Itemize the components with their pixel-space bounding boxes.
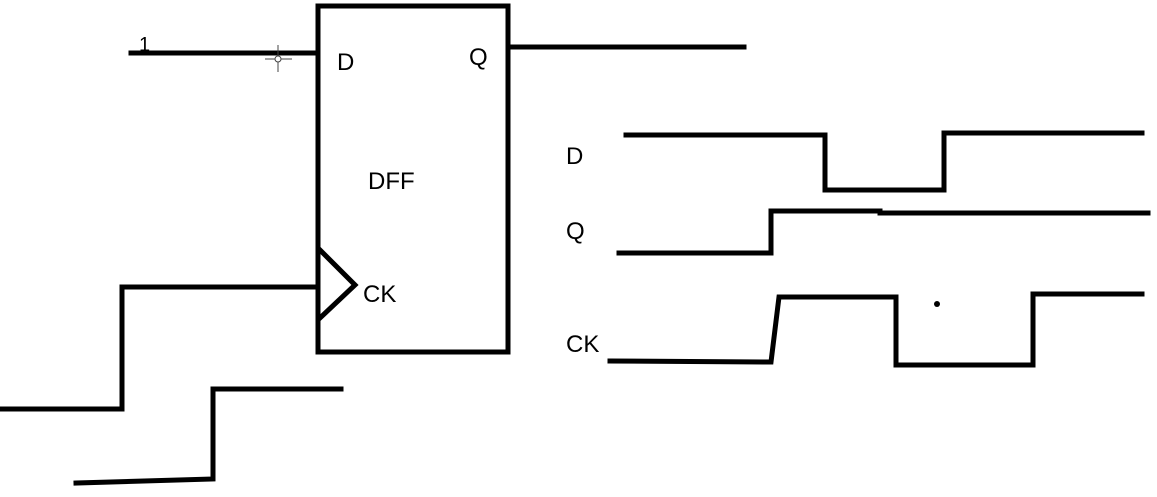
- timing-label-ck: CK: [566, 331, 599, 358]
- d-input-value-label: 1: [139, 34, 150, 56]
- waveform-q: [616, 208, 1151, 256]
- clock-edge-triangle: [316, 246, 359, 322]
- dff-pin-q-label: Q: [469, 44, 488, 71]
- crosshair-cursor-icon: [265, 45, 292, 72]
- timing-diagram: D Q CK: [566, 130, 1151, 368]
- waveform-ck: [607, 291, 1145, 368]
- waveform-d: [623, 130, 1145, 193]
- dff-name-label: DFF: [368, 168, 415, 195]
- ck-input-wire: [0, 284, 321, 412]
- dff-schematic: 1 D Q DFF CK: [0, 3, 747, 486]
- stray-dot: [934, 301, 940, 307]
- dff-pin-d-label: D: [337, 49, 354, 76]
- dff-box: [315, 3, 511, 355]
- stepped-input-wire: [73, 386, 344, 486]
- timing-label-d: D: [566, 143, 583, 170]
- timing-label-q: Q: [566, 218, 585, 245]
- dff-pin-ck-label: CK: [363, 281, 396, 308]
